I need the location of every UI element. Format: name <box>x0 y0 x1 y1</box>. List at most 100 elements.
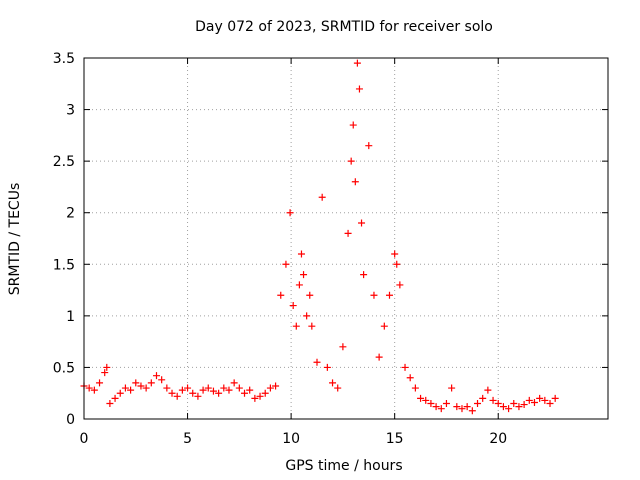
data-point <box>442 400 450 408</box>
data-point <box>484 386 492 394</box>
data-point <box>235 384 243 392</box>
data-point <box>334 384 342 392</box>
data-point <box>329 379 337 387</box>
data-point <box>101 369 109 377</box>
data-point <box>215 389 223 397</box>
data-point <box>184 384 192 392</box>
data-point <box>375 353 383 361</box>
data-point <box>494 400 502 408</box>
data-point <box>479 394 487 402</box>
data-point <box>417 394 425 402</box>
y-axis-label: SRMTID / TECUs <box>7 183 23 296</box>
data-point <box>158 376 166 384</box>
data-point <box>453 403 461 411</box>
data-point <box>251 394 259 402</box>
data-point <box>546 400 554 408</box>
data-point <box>106 400 114 408</box>
data-point <box>178 386 186 394</box>
data-point <box>510 400 518 408</box>
data-point <box>121 384 129 392</box>
data-point <box>111 394 119 402</box>
plot-frame <box>83 57 609 420</box>
data-point <box>458 405 466 413</box>
data-point <box>422 396 430 404</box>
data-point <box>360 271 368 279</box>
data-point <box>127 386 135 394</box>
x-tick-label: 15 <box>386 431 404 447</box>
data-point <box>401 363 409 371</box>
data-point <box>163 384 171 392</box>
data-point <box>406 374 414 382</box>
data-point <box>300 271 308 279</box>
data-point <box>432 403 440 411</box>
data-point <box>230 379 238 387</box>
data-point <box>116 389 124 397</box>
data-point <box>152 372 160 380</box>
data-point <box>365 142 373 150</box>
data-point <box>313 358 321 366</box>
data-point <box>209 387 217 395</box>
data-point <box>427 400 435 408</box>
data-point <box>396 281 404 289</box>
y-tick-label: 2.5 <box>53 154 75 170</box>
data-point <box>90 386 98 394</box>
x-tick-label: 20 <box>489 431 507 447</box>
y-tick-label: 1 <box>66 309 75 325</box>
data-point <box>297 250 305 258</box>
data-point <box>246 386 254 394</box>
data-point <box>266 384 274 392</box>
data-point <box>370 291 378 299</box>
data-point <box>499 403 507 411</box>
data-point <box>220 384 228 392</box>
data-point <box>448 384 456 392</box>
data-point <box>525 396 533 404</box>
data-point <box>385 291 393 299</box>
y-tick-label: 2 <box>66 206 75 222</box>
data-point <box>289 302 297 310</box>
data-point <box>339 343 347 351</box>
data-point <box>411 384 419 392</box>
data-point <box>225 386 233 394</box>
data-point <box>489 396 497 404</box>
chart-title: Day 072 of 2023, SRMTID for receiver sol… <box>195 19 493 35</box>
data-point <box>132 379 140 387</box>
x-tick-label: 0 <box>80 431 89 447</box>
data-point <box>344 229 352 237</box>
data-point <box>355 85 363 93</box>
data-point <box>282 260 290 268</box>
data-point <box>505 405 513 413</box>
data-point <box>353 59 361 67</box>
data-point <box>474 400 482 408</box>
data-point <box>520 401 528 409</box>
data-point <box>147 379 155 387</box>
axis-ticks <box>83 57 608 420</box>
data-point <box>277 291 285 299</box>
data-point <box>103 363 111 371</box>
data-point <box>194 392 202 400</box>
data-point <box>351 178 359 186</box>
y-tick-label: 1.5 <box>53 257 75 273</box>
data-point <box>541 396 549 404</box>
x-tick-label: 5 <box>183 431 192 447</box>
data-point <box>295 281 303 289</box>
data-point <box>551 394 559 402</box>
x-axis-label: GPS time / hours <box>285 458 402 474</box>
y-tick-label: 3 <box>66 103 75 119</box>
data-point <box>437 405 445 413</box>
data-point <box>347 157 355 165</box>
data-point <box>204 384 212 392</box>
data-point <box>530 398 538 406</box>
data-point <box>286 209 294 217</box>
y-tick-label: 3.5 <box>53 51 75 67</box>
y-tick-label: 0.5 <box>53 360 75 376</box>
data-point <box>306 291 314 299</box>
data-point <box>96 379 104 387</box>
data-point <box>241 389 249 397</box>
data-point <box>85 384 93 392</box>
data-point <box>303 312 311 320</box>
data-point <box>463 403 471 411</box>
data-point <box>142 384 150 392</box>
data-point <box>292 322 300 330</box>
data-point <box>536 394 544 402</box>
data-point <box>272 382 280 390</box>
